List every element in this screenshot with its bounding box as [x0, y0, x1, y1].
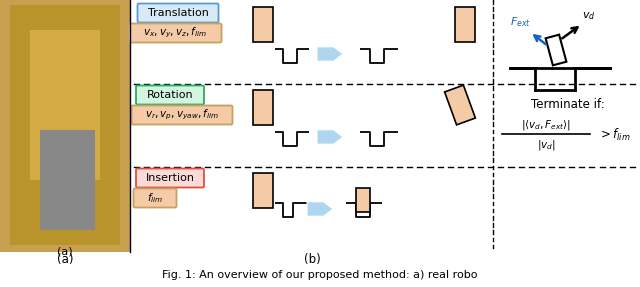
Polygon shape	[445, 85, 476, 125]
Text: Terminate if:: Terminate if:	[531, 98, 604, 112]
Bar	[40, 130, 95, 230]
Text: $v_x, v_y, v_z, f_{lim}$: $v_x, v_y, v_z, f_{lim}$	[143, 26, 207, 40]
Text: Translation: Translation	[148, 8, 209, 18]
Polygon shape	[307, 201, 333, 217]
Text: Rotation: Rotation	[147, 90, 193, 100]
Text: $v_r, v_p, v_{yaw}, f_{lim}$: $v_r, v_p, v_{yaw}, f_{lim}$	[145, 108, 219, 122]
Bar	[10, 5, 120, 245]
Bar	[455, 7, 475, 42]
FancyBboxPatch shape	[136, 86, 204, 104]
FancyBboxPatch shape	[134, 189, 177, 208]
FancyBboxPatch shape	[136, 168, 204, 187]
Text: $|v_d|$: $|v_d|$	[536, 138, 556, 152]
FancyBboxPatch shape	[129, 24, 221, 42]
Bar	[253, 173, 273, 208]
Bar	[253, 7, 273, 42]
FancyBboxPatch shape	[131, 106, 232, 125]
Polygon shape	[546, 35, 566, 65]
Text: (b): (b)	[303, 253, 321, 267]
Text: $F_{ext}$: $F_{ext}$	[510, 15, 531, 29]
Text: $f_{lim}$: $f_{lim}$	[147, 191, 163, 205]
Text: (a): (a)	[57, 253, 73, 267]
Text: Fig. 1: An overview of our proposed method: a) real robo: Fig. 1: An overview of our proposed meth…	[163, 270, 477, 280]
Text: $> f_{lim}$: $> f_{lim}$	[598, 127, 630, 143]
Bar	[356, 188, 370, 212]
Polygon shape	[317, 46, 343, 62]
Bar	[30, 30, 100, 180]
Text: $|\langle v_d, F_{ext}\rangle|$: $|\langle v_d, F_{ext}\rangle|$	[521, 118, 571, 132]
Polygon shape	[317, 129, 343, 145]
Text: Insertion: Insertion	[145, 173, 195, 183]
FancyBboxPatch shape	[138, 3, 218, 22]
Bar	[253, 90, 273, 125]
Bar	[0, 0, 130, 252]
Text: $v_d$: $v_d$	[582, 10, 596, 22]
Text: (a): (a)	[57, 246, 73, 256]
